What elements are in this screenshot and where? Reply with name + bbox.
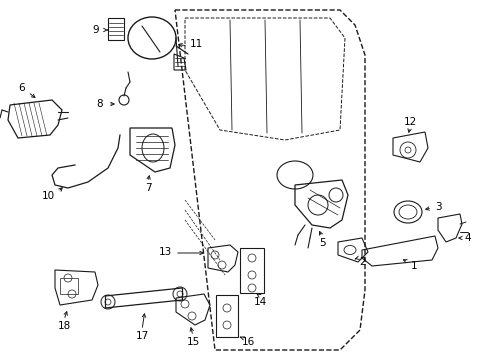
Text: 13: 13: [158, 247, 171, 257]
Text: 3: 3: [434, 202, 440, 212]
Text: 6: 6: [19, 83, 25, 93]
Text: 17: 17: [135, 331, 148, 341]
Text: 14: 14: [253, 297, 266, 307]
Text: 10: 10: [41, 191, 55, 201]
Text: 12: 12: [403, 117, 416, 127]
Text: 1: 1: [410, 261, 416, 271]
Text: 8: 8: [97, 99, 103, 109]
Text: 18: 18: [57, 321, 70, 331]
Text: 16: 16: [241, 337, 254, 347]
Text: 5: 5: [318, 238, 325, 248]
Text: 2: 2: [359, 257, 366, 267]
Text: 4: 4: [464, 233, 470, 243]
Text: 15: 15: [186, 337, 199, 347]
Text: 11: 11: [189, 39, 202, 49]
Text: 9: 9: [93, 25, 99, 35]
Text: 7: 7: [144, 183, 151, 193]
